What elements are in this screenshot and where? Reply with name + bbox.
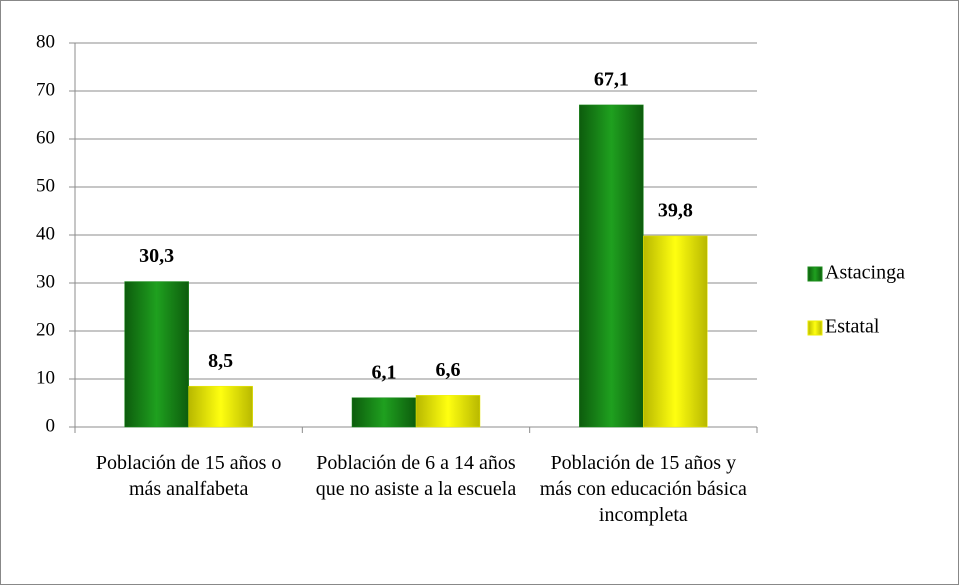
bar [188,385,253,428]
value-label: 6,1 [372,361,397,383]
y-tick-label: 20 [36,319,55,340]
legend-label: Estatal [825,316,880,338]
x-tick-label: Población de 15 años y más con educación… [539,452,747,526]
bar [579,104,644,428]
y-tick-label: 40 [36,223,55,244]
value-label: 6,6 [436,359,461,381]
value-label: 67,1 [594,69,629,91]
x-tick-label: Población de 15 años o más analfabeta [95,452,282,500]
bar [415,395,481,428]
value-label: 39,8 [658,200,693,222]
bar [643,235,708,428]
y-tick-label: 80 [36,31,55,52]
bar [124,281,189,428]
y-tick-label: 60 [36,127,55,148]
value-label: 8,5 [208,350,233,372]
legend-swatch [807,266,823,282]
y-tick-label: 0 [46,415,56,436]
legend-label: Astacinga [825,262,905,284]
value-label: 30,3 [139,245,174,267]
y-tick-label: 30 [36,271,55,292]
y-tick-label: 70 [36,79,55,100]
y-tick-label: 50 [36,175,55,196]
x-tick-label: Población de 6 a 14 años que no asiste a… [315,452,517,500]
legend-swatch [807,320,823,336]
bar [351,397,417,428]
y-tick-label: 10 [36,367,55,388]
